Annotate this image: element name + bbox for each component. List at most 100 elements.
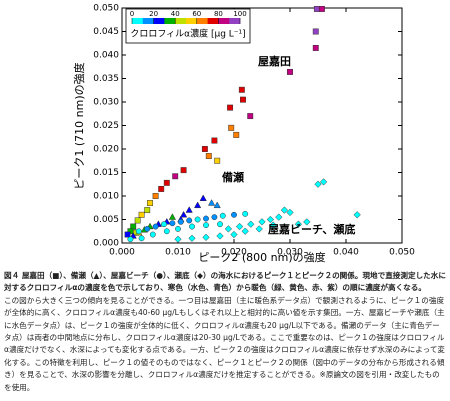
- x-tick-label: 0.050: [389, 248, 415, 258]
- caption: 図４ 屋嘉田（■）、備瀬（▲）、屋嘉ビーチ（●）、瀬底（◆）の海水におけるピーク…: [4, 270, 446, 400]
- diamond-point: [241, 227, 249, 235]
- circle-point: [194, 216, 201, 223]
- square-point: [124, 231, 131, 238]
- diamond-point: [314, 180, 322, 188]
- circle-point: [217, 221, 223, 228]
- triangle-point: [185, 206, 193, 213]
- x-tick-label: 0.030: [277, 248, 303, 258]
- diamond-point: [202, 233, 210, 242]
- x-tick-label: 0.020: [221, 248, 247, 258]
- colorbar-swatch: [196, 18, 208, 24]
- annotation: 屋嘉ビーチ、瀬底: [268, 222, 355, 236]
- diamond-point: [353, 211, 361, 219]
- diamond-point: [188, 234, 196, 242]
- triangle-point: [179, 210, 188, 218]
- y-tick-label: 0.005: [93, 215, 119, 225]
- circle-point: [203, 222, 209, 229]
- colorbar-label: クロロフィルα濃度 [μg L⁻¹]: [130, 28, 245, 40]
- square-point: [287, 68, 293, 75]
- square-point: [214, 157, 221, 164]
- circle-point: [152, 223, 159, 230]
- square-point: [138, 211, 145, 218]
- circle-point: [138, 235, 145, 242]
- circle-point: [203, 215, 209, 222]
- square-point: [227, 104, 234, 111]
- circle-point: [186, 217, 193, 224]
- circle-point: [242, 210, 249, 217]
- square-point: [313, 5, 320, 12]
- square-point: [312, 45, 319, 51]
- chart: ピーク2 (800 nm)の強度 ピーク1 (710 nm)の強度 0.000 0…: [72, 4, 415, 265]
- circle-point: [211, 214, 218, 221]
- colorbar-swatch: [218, 18, 230, 24]
- square-point: [163, 179, 170, 186]
- circle-point: [169, 220, 176, 227]
- triangle-point: [213, 201, 221, 209]
- square-point: [205, 153, 212, 160]
- diamond-point: [286, 208, 294, 217]
- colorbar-swatch: [132, 18, 144, 24]
- diamond-point: [247, 220, 255, 228]
- square-point: [147, 200, 153, 207]
- y-tick-label: 0.045: [93, 27, 119, 37]
- circle-point: [135, 228, 142, 235]
- circle-point: [219, 212, 226, 219]
- diamond-point: [216, 232, 224, 240]
- y-tick-label: 0.000: [93, 239, 119, 249]
- colorbar-swatch: [175, 18, 187, 24]
- colorbar-tick-label: 0: [130, 10, 134, 18]
- annotation: 備瀬: [222, 170, 244, 184]
- colorbar-tick-label: 20: [149, 10, 158, 18]
- x-axis-label: ピーク2 (800 nm)の強度: [198, 250, 325, 264]
- triangle-point: [199, 194, 207, 201]
- diamond-point: [174, 235, 182, 243]
- square-point: [211, 137, 218, 144]
- y-tick-label: 0.050: [93, 4, 119, 14]
- colorbar-swatch: [142, 18, 154, 24]
- square-point: [144, 207, 151, 214]
- circle-point: [177, 218, 184, 225]
- diamond-point: [280, 206, 289, 214]
- diamond-point: [303, 218, 311, 226]
- square-point: [180, 167, 187, 174]
- square-point: [172, 173, 179, 180]
- circle-point: [163, 228, 170, 235]
- diamond-point: [275, 213, 283, 221]
- circle-point: [149, 231, 156, 238]
- colorbar-tick-label: 100: [233, 10, 246, 18]
- square-point: [233, 131, 240, 138]
- diamond-point: [266, 215, 275, 224]
- diamond-point: [294, 220, 303, 228]
- square-point: [240, 96, 246, 103]
- triangle-point: [193, 201, 202, 209]
- diamond-point: [255, 225, 263, 233]
- y-tick-label: 0.010: [93, 192, 119, 202]
- y-tick-label: 0.025: [93, 121, 119, 131]
- colorbar-box: [125, 8, 251, 44]
- diamond-point: [224, 225, 233, 233]
- triangle-point: [207, 199, 216, 206]
- colorbar-swatch: [164, 18, 176, 24]
- caption-title: 図４ 屋嘉田（■）、備瀬（▲）、屋嘉ビーチ（●）、瀬底（◆）の海水におけるピーク…: [4, 271, 446, 293]
- y-tick-label: 0.020: [93, 145, 119, 155]
- colorbar-swatch: [153, 18, 165, 24]
- colorbar-swatch: [229, 18, 241, 24]
- diamond-point: [230, 230, 238, 239]
- circle-point: [231, 211, 237, 218]
- square-point: [247, 113, 254, 120]
- circle-point: [161, 221, 167, 228]
- diamond-point: [269, 221, 277, 229]
- x-tick-label: 0.040: [333, 248, 359, 258]
- square-point: [158, 186, 165, 192]
- colorbar-swatch: [207, 18, 219, 24]
- square-point: [201, 146, 208, 152]
- x-tick-label: 0.000: [109, 248, 135, 258]
- square-point: [312, 28, 319, 35]
- square-point: [228, 124, 235, 131]
- circle-point: [127, 236, 134, 243]
- y-tick-label: 0.030: [93, 98, 119, 108]
- colorbar-swatch: [186, 18, 198, 24]
- caption-body: この図から大きく三つの傾向を見ることができる。一つ目は屋嘉田（主に暖色系データ点…: [4, 295, 446, 392]
- diamond-point: [258, 218, 266, 226]
